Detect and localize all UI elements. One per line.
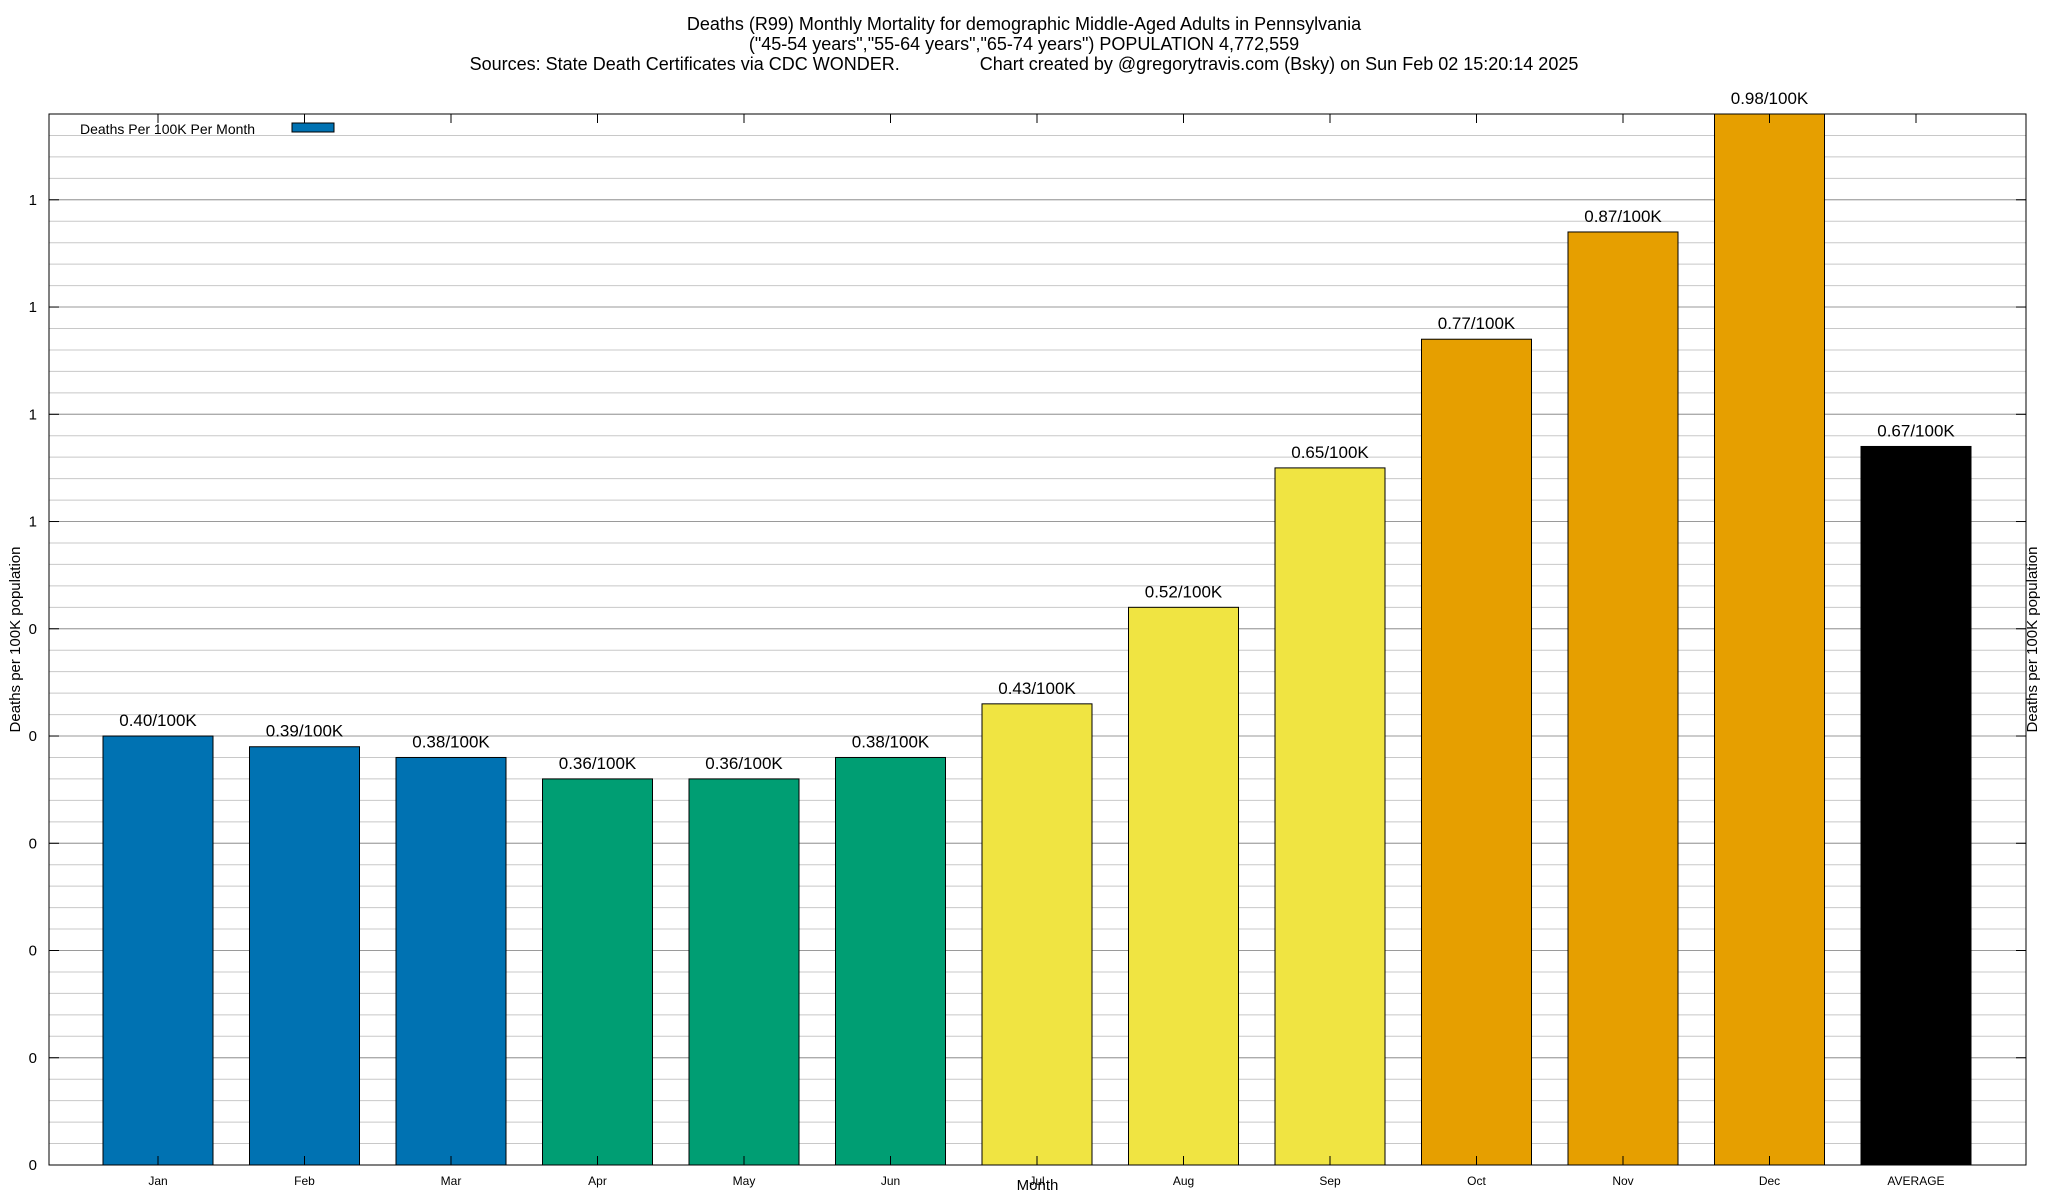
data-label: 0.67/100K [1877, 421, 1955, 440]
data-labels: 0.40/100K 0.39/100K 0.38/100K 0.36/100K 0.36… [119, 89, 1955, 773]
x-tick-label: Aug [1173, 1174, 1194, 1188]
data-label: 0.36/100K [705, 754, 783, 773]
chart-title: Deaths (R99) Monthly Mortality for demog… [686, 14, 1362, 34]
data-label: 0.36/100K [559, 754, 637, 773]
x-tick-label: Nov [1612, 1174, 1633, 1188]
bar-feb [249, 746, 360, 1166]
y-tick-label: 1 [29, 192, 37, 209]
bar-jul [981, 703, 1093, 1166]
data-label: 0.52/100K [1145, 582, 1223, 601]
chart-subtitle: ("45-54 years","55-64 years","65-74 year… [748, 34, 1300, 54]
data-label: 0.38/100K [852, 732, 930, 751]
data-label: 0.40/100K [119, 711, 197, 730]
bar-apr [542, 778, 653, 1166]
x-tick-label: Sep [1319, 1174, 1341, 1188]
y-tick-label: 0 [29, 943, 37, 960]
data-label: 0.38/100K [412, 732, 490, 751]
x-tick-label: May [733, 1174, 756, 1188]
data-label: 0.39/100K [266, 722, 344, 741]
x-tick-label: Feb [294, 1174, 315, 1188]
y-tick-label: 1 [29, 514, 37, 531]
x-axis-title: Month [1017, 1177, 1059, 1194]
x-tick-label: Mar [441, 1174, 462, 1188]
data-label: 0.43/100K [998, 679, 1076, 698]
x-tick-label: AVERAGE [1887, 1174, 1944, 1188]
legend: Deaths Per 100K Per Month [80, 121, 335, 137]
x-tick-label: Dec [1759, 1174, 1780, 1188]
x-tick-label: Jan [148, 1174, 167, 1188]
x-tick-label: Jun [881, 1174, 900, 1188]
y-tick-label: 1 [29, 406, 37, 423]
chart-title-block: Deaths (R99) Monthly Mortality for demog… [0, 14, 2048, 74]
legend-label: Deaths Per 100K Per Month [80, 121, 255, 137]
y-axis-title: Deaths per 100K population [7, 547, 24, 733]
axes: 0 0 0 0 0 0 1 1 1 1 Jan Feb Mar Apr May Jun Jul Aug Sep Oct… [29, 114, 2026, 1188]
data-label: 0.77/100K [1438, 314, 1516, 333]
bar-jun [835, 756, 946, 1166]
bar-may [688, 778, 800, 1166]
y-axis-title-right: Deaths per 100K population [2024, 547, 2041, 733]
bar-oct [1421, 338, 1532, 1166]
bar-aug [1128, 606, 1239, 1166]
bars [102, 113, 1972, 1166]
bar-nov [1567, 231, 1679, 1166]
bar-jan [102, 735, 214, 1166]
plot-frame [48, 113, 2027, 1166]
y-tick-label: 0 [29, 621, 37, 638]
y-tick-label: 0 [29, 728, 37, 745]
x-tick-label: Oct [1467, 1174, 1486, 1188]
y-tick-label: 0 [29, 1157, 37, 1174]
data-label: 0.87/100K [1584, 207, 1662, 226]
x-tick-label: Apr [588, 1174, 607, 1188]
bar-mar [395, 756, 507, 1166]
legend-swatch [291, 122, 335, 133]
data-label: 0.65/100K [1291, 443, 1369, 462]
bar-sep [1274, 467, 1386, 1166]
y-tick-label: 1 [29, 299, 37, 316]
y-tick-label: 0 [29, 1050, 37, 1067]
x-tick-label: Jul [1029, 1174, 1044, 1188]
y-tick-label: 0 [29, 835, 37, 852]
bar-dec [1714, 113, 1825, 1166]
data-label: 0.98/100K [1731, 89, 1809, 108]
bar-average [1860, 445, 1972, 1166]
chart-source-line: Sources: State Death Certificates via CD… [469, 54, 1579, 74]
